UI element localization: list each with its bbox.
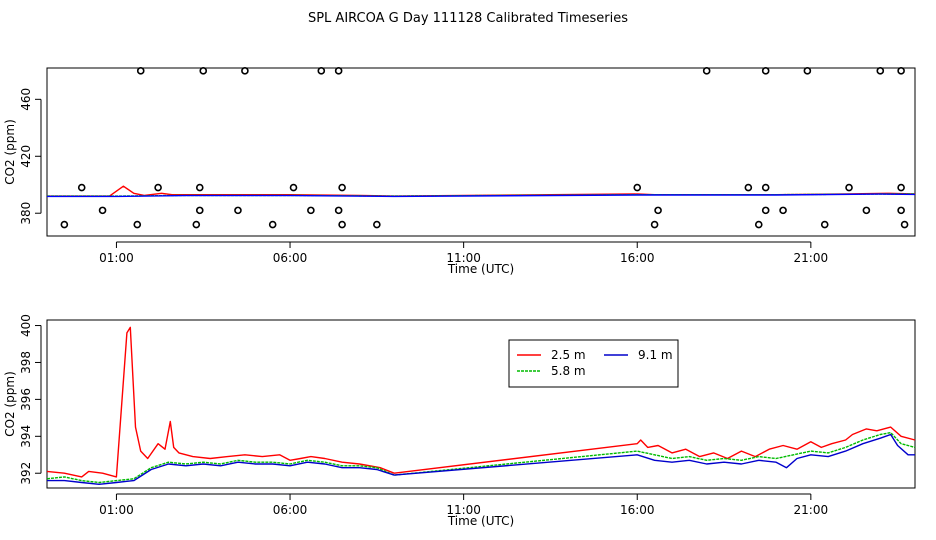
legend-label-25m: 2.5 m xyxy=(551,348,586,362)
top-outlier-point xyxy=(373,220,381,229)
figure-title: SPL AIRCOA G Day 111128 Calibrated Times… xyxy=(308,11,628,26)
top-outlier-point xyxy=(192,220,201,229)
top-outlier-point xyxy=(334,67,343,75)
top-outlier-point xyxy=(133,220,142,229)
top-outlier-point xyxy=(195,183,204,192)
top-outlier-point xyxy=(199,67,208,75)
top-outlier-point xyxy=(77,183,86,192)
top-outlier-point xyxy=(779,206,787,215)
top-outlier-point xyxy=(334,206,343,215)
top-outlier-point xyxy=(154,183,162,192)
legend-box xyxy=(508,339,679,388)
bottom-panel: 01:00 06:00 11:00 16:00 21:00 Time (UTC) 392 39… xyxy=(3,314,916,528)
bottom-y-tick-label: 396 xyxy=(19,388,33,411)
bottom-y-axis-title: CO2 (ppm) xyxy=(3,371,17,437)
bottom-y-tick-label: 394 xyxy=(19,425,33,448)
top-outlier-point xyxy=(761,206,770,215)
bottom-y-tick-label: 398 xyxy=(19,351,33,374)
bottom-x-tick-label: 01:00 xyxy=(99,503,134,517)
top-x-tick-label: 16:00 xyxy=(620,251,655,265)
top-outlier-point xyxy=(289,183,298,192)
top-outlier-point xyxy=(234,206,242,215)
bottom-x-tick-label: 06:00 xyxy=(273,503,308,517)
top-outlier-point xyxy=(136,67,145,75)
top-outlier-point xyxy=(98,206,107,215)
top-outlier-point xyxy=(820,220,829,229)
top-x-tick-label: 06:00 xyxy=(273,251,308,265)
top-y-tick-label: 460 xyxy=(19,88,33,111)
top-outlier-point xyxy=(876,67,885,75)
bottom-plot-frame xyxy=(46,319,916,489)
top-y-tick-label: 380 xyxy=(19,202,33,225)
top-outlier-point xyxy=(761,183,770,192)
top-outlier-point xyxy=(702,67,711,75)
top-outlier-point xyxy=(307,206,315,215)
top-outlier-point xyxy=(338,220,346,229)
top-outlier-point xyxy=(754,220,763,229)
top-x-tick-label: 21:00 xyxy=(794,251,829,265)
top-y-axis-title: CO2 (ppm) xyxy=(3,119,17,185)
bottom-legend: 2.5 m 5.8 m 9.1 m xyxy=(508,339,679,388)
bottom-x-axis-title: Time (UTC) xyxy=(447,514,514,528)
top-outlier-point xyxy=(317,67,326,75)
legend-label-91m: 9.1 m xyxy=(638,348,673,362)
top-plot-frame xyxy=(46,67,916,237)
top-outlier-point xyxy=(900,220,909,229)
top-outlier-point xyxy=(268,220,277,229)
top-outlier-point xyxy=(60,220,69,229)
bottom-y-tick-label: 392 xyxy=(19,462,33,485)
bottom-x-tick-label: 16:00 xyxy=(620,503,655,517)
top-outlier-point xyxy=(897,206,905,215)
top-x-axis-title: Time (UTC) xyxy=(447,262,514,276)
top-outlier-point xyxy=(845,183,853,192)
top-outlier-point xyxy=(803,67,812,75)
top-outlier-point xyxy=(897,183,905,192)
bottom-x-tick-label: 11:00 xyxy=(446,503,481,517)
bottom-x-tick-label: 21:00 xyxy=(794,503,829,517)
top-x-tick-label: 11:00 xyxy=(446,251,481,265)
top-outlier-point xyxy=(761,67,770,75)
top-panel: 01:00 06:00 11:00 16:00 21:00 Time (UTC) 380 42… xyxy=(3,67,916,276)
top-outlier-point xyxy=(650,220,659,229)
bottom-y-tick-label: 400 xyxy=(19,314,33,337)
top-outlier-point xyxy=(654,206,662,215)
top-outlier-point xyxy=(897,67,905,75)
top-series-91m-line xyxy=(47,193,916,198)
legend-label-58m: 5.8 m xyxy=(551,364,586,378)
bottom-series-58m-line xyxy=(46,431,916,484)
top-y-tick-label: 420 xyxy=(19,145,33,168)
top-x-tick-label: 01:00 xyxy=(99,251,134,265)
top-outlier-point xyxy=(195,206,204,215)
top-outlier-point xyxy=(633,183,642,192)
top-outlier-point xyxy=(338,183,346,192)
bottom-series-25m-line xyxy=(46,326,916,478)
top-outlier-point xyxy=(241,67,249,75)
top-outlier-point xyxy=(862,206,871,215)
bottom-series-91m-line xyxy=(47,433,915,485)
top-outlier-point xyxy=(744,183,753,192)
